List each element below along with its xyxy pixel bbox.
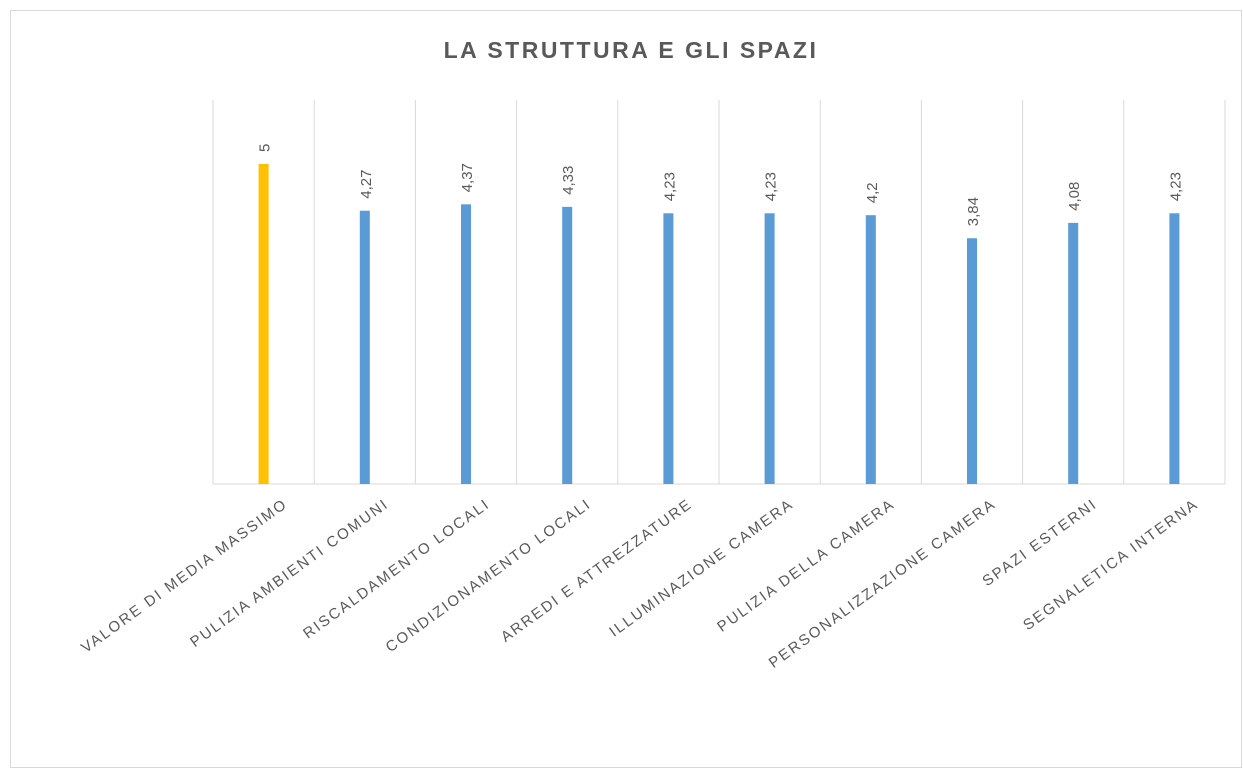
bar — [359, 210, 370, 484]
value-label: 4,08 — [1066, 182, 1083, 211]
value-label: 3,84 — [965, 197, 982, 226]
value-label: 4,37 — [459, 163, 476, 192]
bar — [562, 206, 573, 484]
chart-title: LA STRUTTURA E GLI SPAZI — [444, 37, 819, 63]
value-label: 4,23 — [1167, 172, 1184, 201]
bar — [865, 215, 876, 484]
value-label: 4,33 — [560, 166, 577, 195]
value-label: 4,27 — [358, 170, 375, 199]
bar — [1068, 222, 1079, 484]
bar — [258, 164, 269, 484]
bar — [764, 213, 775, 484]
value-label: 4,23 — [763, 172, 780, 201]
bar — [461, 204, 471, 484]
bar — [967, 238, 977, 484]
value-label: 4,2 — [864, 182, 881, 203]
bar — [663, 213, 674, 484]
value-label: 4,23 — [661, 172, 678, 201]
bar — [1169, 213, 1180, 484]
value-label: 5 — [257, 144, 274, 152]
chart-border — [10, 10, 1242, 768]
